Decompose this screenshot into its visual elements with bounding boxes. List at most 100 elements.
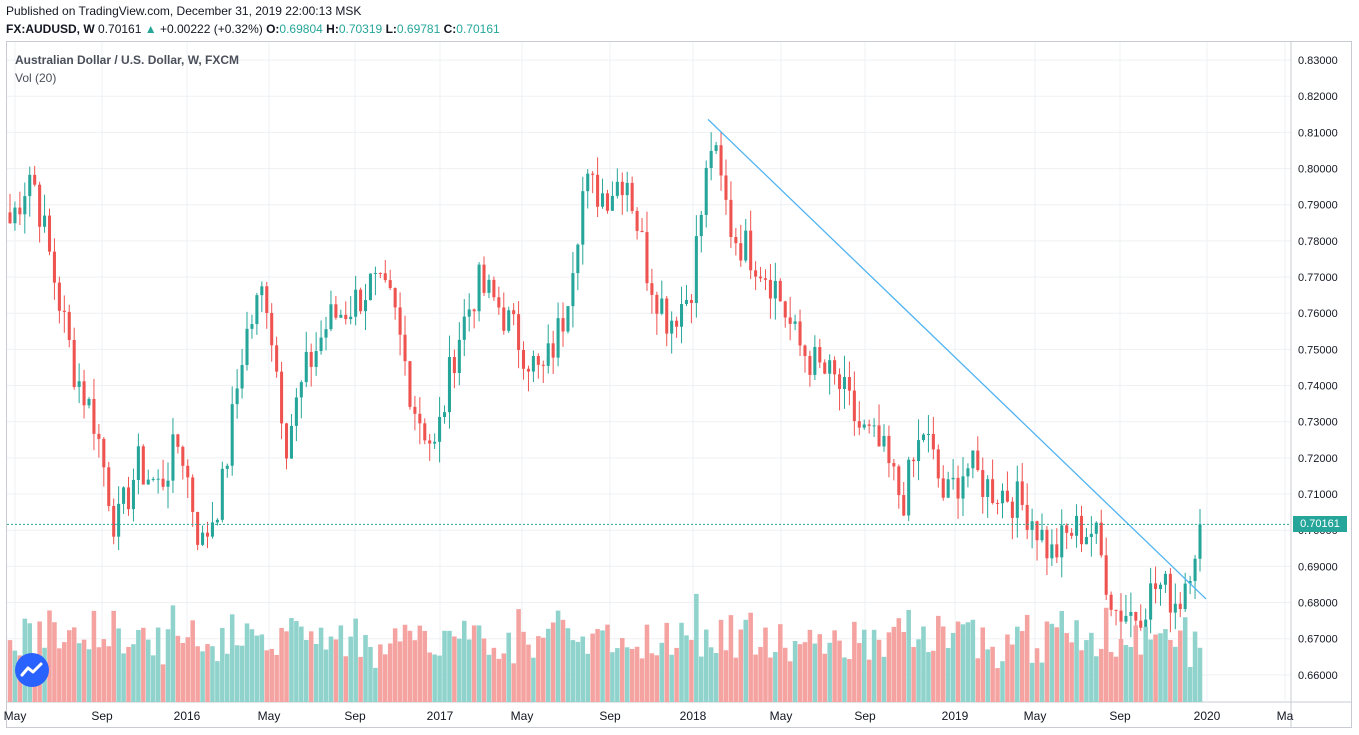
volume-bar	[1094, 656, 1099, 702]
x-tick-label: May	[511, 709, 534, 723]
volume-bar	[926, 652, 931, 702]
volume-bar	[1069, 642, 1074, 702]
candle-body	[650, 283, 654, 295]
volume-bar	[313, 644, 319, 702]
volume-bar	[852, 621, 857, 702]
candle-body	[8, 212, 12, 224]
candle-body	[596, 174, 600, 207]
volume-bar	[718, 619, 724, 702]
y-tick-label: 0.83000	[1298, 55, 1338, 67]
candle-body	[991, 479, 995, 503]
volume-bar	[1173, 646, 1178, 702]
candle-body	[744, 230, 748, 261]
volume-bar	[457, 638, 462, 702]
volume-bar	[797, 644, 803, 702]
volume-bar	[980, 627, 986, 702]
volume-bar	[723, 650, 729, 702]
candle-body	[561, 318, 565, 332]
candle-body	[852, 390, 856, 422]
volume-bar	[116, 628, 121, 702]
volume-bar	[471, 625, 477, 702]
y-tick-label: 0.73000	[1298, 417, 1338, 429]
volume-bar	[1044, 621, 1050, 702]
volume-bar	[1000, 661, 1005, 702]
volume-bar	[229, 614, 235, 702]
volume-bar	[669, 654, 674, 702]
volume-bar	[585, 653, 590, 702]
candle-body	[1035, 521, 1039, 541]
volume-bar	[575, 641, 581, 702]
volume-bar	[679, 622, 684, 702]
candle-body	[551, 343, 555, 358]
volume-bar	[481, 638, 487, 702]
candle-body	[655, 294, 659, 314]
candle-body	[936, 449, 940, 479]
volume-bar	[753, 654, 758, 702]
volume-bar	[185, 637, 191, 702]
volume-bar	[787, 661, 793, 702]
volume-bar	[215, 661, 220, 702]
candle-body	[289, 425, 293, 459]
volume-bar	[96, 647, 102, 702]
candle-body	[457, 339, 461, 374]
y-tick-label: 0.75000	[1298, 344, 1338, 356]
chart-frame[interactable]	[6, 41, 1352, 728]
candle-body	[1129, 612, 1133, 616]
candle-body	[240, 365, 244, 389]
candle-body	[1065, 525, 1069, 533]
x-tick-label: Sep	[91, 709, 113, 723]
candle-body	[181, 446, 185, 466]
volume-bar	[699, 656, 704, 702]
candle-body	[620, 181, 624, 196]
last-price-tag: 0.70161	[1293, 516, 1347, 533]
volume-bar	[244, 623, 250, 702]
volume-bar	[402, 624, 408, 702]
candle-body	[941, 478, 945, 498]
candle-body	[151, 478, 155, 480]
candle-body	[526, 368, 530, 372]
candle-body	[1149, 583, 1153, 620]
volume-bar	[773, 651, 778, 702]
volume-bar	[1059, 610, 1065, 702]
volume-bar	[827, 642, 832, 702]
volume-bar	[634, 646, 640, 702]
candle-body	[433, 441, 437, 444]
candle-body	[363, 300, 368, 312]
candle-body	[665, 298, 669, 334]
volume-bar	[249, 629, 255, 702]
candle-body	[1163, 573, 1167, 585]
volume-bar	[343, 656, 349, 702]
volume-bar	[842, 657, 847, 702]
candle-body	[77, 381, 81, 387]
volume-bar	[501, 653, 507, 702]
volume-bar	[516, 609, 521, 702]
volume-bar	[101, 639, 107, 702]
volume-bar	[817, 634, 823, 702]
volume-bar	[447, 630, 452, 702]
candle-body	[1075, 515, 1079, 536]
candle-body	[309, 351, 313, 367]
volume-bar	[624, 647, 630, 702]
candle-body	[1109, 594, 1113, 610]
candle-body	[670, 320, 674, 334]
volume-bar	[694, 593, 699, 702]
volume-bar	[7, 640, 13, 702]
candle-body	[28, 174, 32, 197]
candle-body	[284, 423, 289, 459]
candle-body	[823, 362, 827, 374]
candle-body	[235, 388, 239, 405]
candle-body	[694, 236, 698, 304]
volume-bar	[886, 632, 892, 702]
tradingview-logo-icon[interactable]	[15, 653, 49, 687]
volume-bar	[975, 658, 981, 702]
candle-body	[517, 314, 521, 350]
candle-body	[581, 191, 585, 245]
volume-bar	[141, 627, 146, 702]
candle-body	[205, 532, 210, 537]
candle-body	[546, 343, 550, 366]
volume-bar	[264, 650, 270, 702]
volume-bar	[590, 633, 595, 702]
volume-bar	[738, 629, 744, 702]
y-tick-label: 0.81000	[1298, 127, 1338, 139]
